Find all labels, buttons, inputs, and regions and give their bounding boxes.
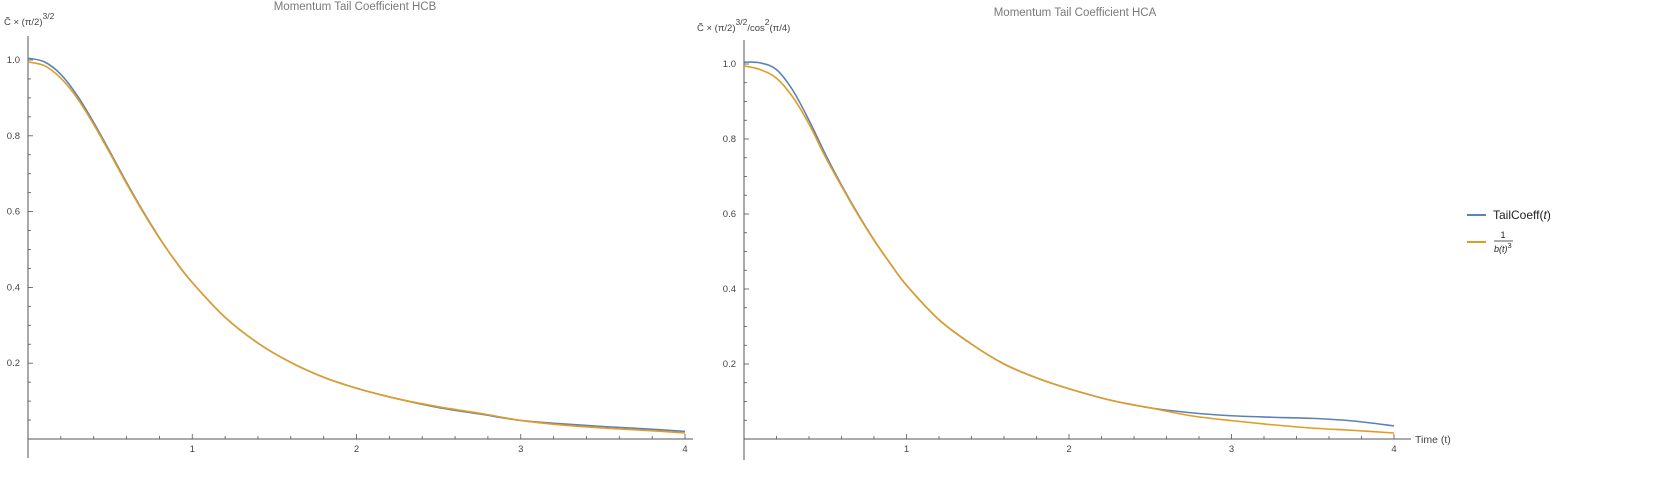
y-axis-label-tail: (π/4) bbox=[770, 23, 791, 34]
series-line-inverse-b-cubed bbox=[743, 65, 1395, 434]
y-tick-label: 0.8 bbox=[7, 131, 20, 142]
y-tick-label: 0.4 bbox=[7, 282, 20, 293]
y-axis-label: C̃ × (π/2)3/2/cos2(π/4) bbox=[697, 17, 790, 34]
x-tick-label: 2 bbox=[354, 444, 359, 455]
x-tick-label: 1 bbox=[190, 444, 195, 455]
chart-title: Momentum Tail Coefficient HCB bbox=[274, 1, 437, 13]
y-tick-label: 0.6 bbox=[7, 207, 20, 218]
x-axis-label: Time (t) bbox=[1415, 434, 1451, 446]
y-axis-label-mid: /cos bbox=[747, 23, 765, 34]
legend-label-part: TailCoeff( bbox=[1493, 208, 1543, 222]
chart-title: Momentum Tail Coefficient HCA bbox=[994, 7, 1157, 19]
y-tick-label: 0.8 bbox=[723, 134, 736, 145]
y-axis-label-sup: 2 bbox=[765, 17, 770, 27]
y-axis-label-sup: 3/2 bbox=[736, 17, 748, 27]
legend-fraction-denominator: b(t)3 bbox=[1494, 241, 1512, 254]
y-axis-label-base: C̃ × (π/2) bbox=[697, 22, 736, 34]
legend-label-part: ) bbox=[1547, 208, 1551, 222]
y-tick-label: 1.0 bbox=[723, 59, 736, 70]
legend-fraction-denominator-base: b(t) bbox=[1494, 244, 1508, 254]
y-tick-label: 0.2 bbox=[7, 358, 20, 369]
x-tick-label: 3 bbox=[518, 444, 523, 455]
y-tick-label: 0.4 bbox=[723, 284, 736, 295]
legend-label-tailcoeff: TailCoeff(t) bbox=[1493, 208, 1551, 222]
series-line-tailcoeff bbox=[743, 61, 1395, 427]
x-tick-label: 4 bbox=[1391, 444, 1396, 455]
x-tick-label: 1 bbox=[904, 444, 909, 455]
legend-fraction-denominator-power: 3 bbox=[1508, 241, 1512, 250]
y-axis-label-base: C̃ × (π/2) bbox=[4, 16, 43, 28]
series-line-inverse-b-cubed bbox=[27, 61, 686, 434]
y-tick-label: 0.6 bbox=[723, 209, 736, 220]
y-axis-label-sup: 3/2 bbox=[43, 11, 55, 21]
x-tick-label: 2 bbox=[1066, 444, 1071, 455]
x-tick-label: 3 bbox=[1229, 444, 1234, 455]
y-axis-label: C̃ × (π/2)3/2 bbox=[4, 11, 55, 28]
legend-label-part: t bbox=[1543, 208, 1547, 222]
legend-fraction-numerator: 1 bbox=[1500, 230, 1505, 240]
y-tick-label: 0.2 bbox=[723, 359, 736, 370]
series-line-tailcoeff bbox=[27, 57, 686, 433]
y-tick-label: 1.0 bbox=[7, 55, 20, 66]
x-tick-label: 4 bbox=[682, 444, 687, 455]
legend: TailCoeff(t)1b(t)3 bbox=[1467, 208, 1551, 254]
